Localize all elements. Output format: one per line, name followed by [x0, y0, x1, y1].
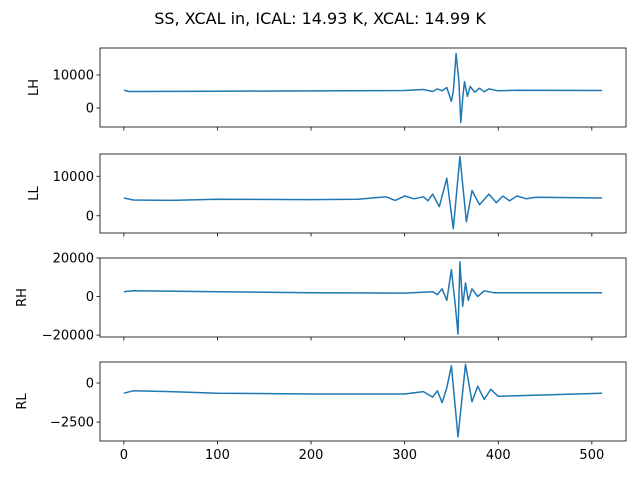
figure-title: SS, XCAL in, ICAL: 14.93 K, XCAL: 14.99 … — [154, 9, 486, 28]
x-tick-label: 300 — [392, 448, 417, 463]
y-tick-label: −20000 — [42, 329, 94, 344]
y-tick-label: 0 — [86, 290, 94, 305]
y-tick-label: 10000 — [53, 68, 94, 83]
x-tick-label: 200 — [299, 448, 324, 463]
subplot-rl: −2500 0 0 100 200 300 400 500 RL — [15, 361, 627, 463]
x-tick-label: 0 — [120, 448, 128, 463]
y-axis-label: LL — [27, 186, 42, 201]
subplot-lh: 0 10000 LH — [27, 47, 627, 131]
series-line-ll — [123, 155, 603, 230]
x-tick-label: 500 — [579, 448, 604, 463]
y-tick-label: 0 — [86, 209, 94, 224]
y-tick-label: 0 — [86, 377, 94, 392]
y-axis-label: RH — [15, 288, 30, 307]
series-line-rl — [123, 363, 603, 438]
y-tick-label: 0 — [86, 101, 94, 116]
y-axis-label: RL — [15, 393, 30, 410]
y-tick-label: 20000 — [53, 252, 94, 267]
subplot-ll: 0 10000 LL — [27, 153, 627, 237]
series-line-rh — [123, 261, 603, 335]
axes-frame — [99, 361, 627, 442]
axes-frame — [99, 47, 627, 128]
x-tick-label: 100 — [205, 448, 230, 463]
y-tick-label: 10000 — [53, 170, 94, 185]
axes-frame — [99, 153, 627, 234]
series-line-lh — [123, 52, 603, 124]
subplot-rh: −20000 0 20000 RH — [15, 252, 627, 344]
x-tick-label: 400 — [486, 448, 511, 463]
y-axis-label: LH — [27, 79, 42, 96]
y-tick-label: −2500 — [50, 416, 94, 431]
axes-frame — [99, 257, 627, 338]
